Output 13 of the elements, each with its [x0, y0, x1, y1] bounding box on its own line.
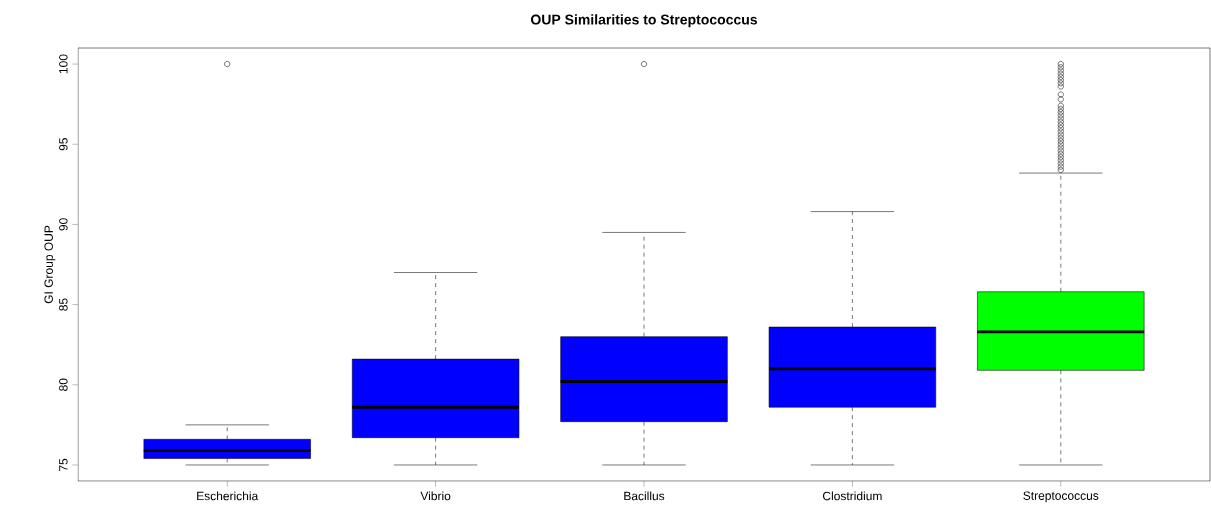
y-tick-label: 90 — [59, 218, 68, 231]
x-tick-label: Streptococcus — [1023, 491, 1099, 503]
x-tick-label: Bacillus — [624, 491, 665, 501]
y-axis-title: GI Group OUP — [44, 225, 56, 304]
x-tick-label: Vibrio — [420, 491, 451, 501]
x-tick-label: Clostridium — [823, 491, 882, 501]
y-tick-label: 75 — [59, 458, 68, 472]
y-tick-label: 85 — [59, 298, 68, 311]
y-tick-label: 100 — [59, 54, 68, 74]
y-tick-label: 80 — [59, 378, 68, 391]
x-tick-label: Escherichia — [197, 491, 259, 501]
chart-title: OUP Similarities to Streptococcus — [530, 14, 758, 28]
y-tick-label: 95 — [59, 138, 68, 151]
